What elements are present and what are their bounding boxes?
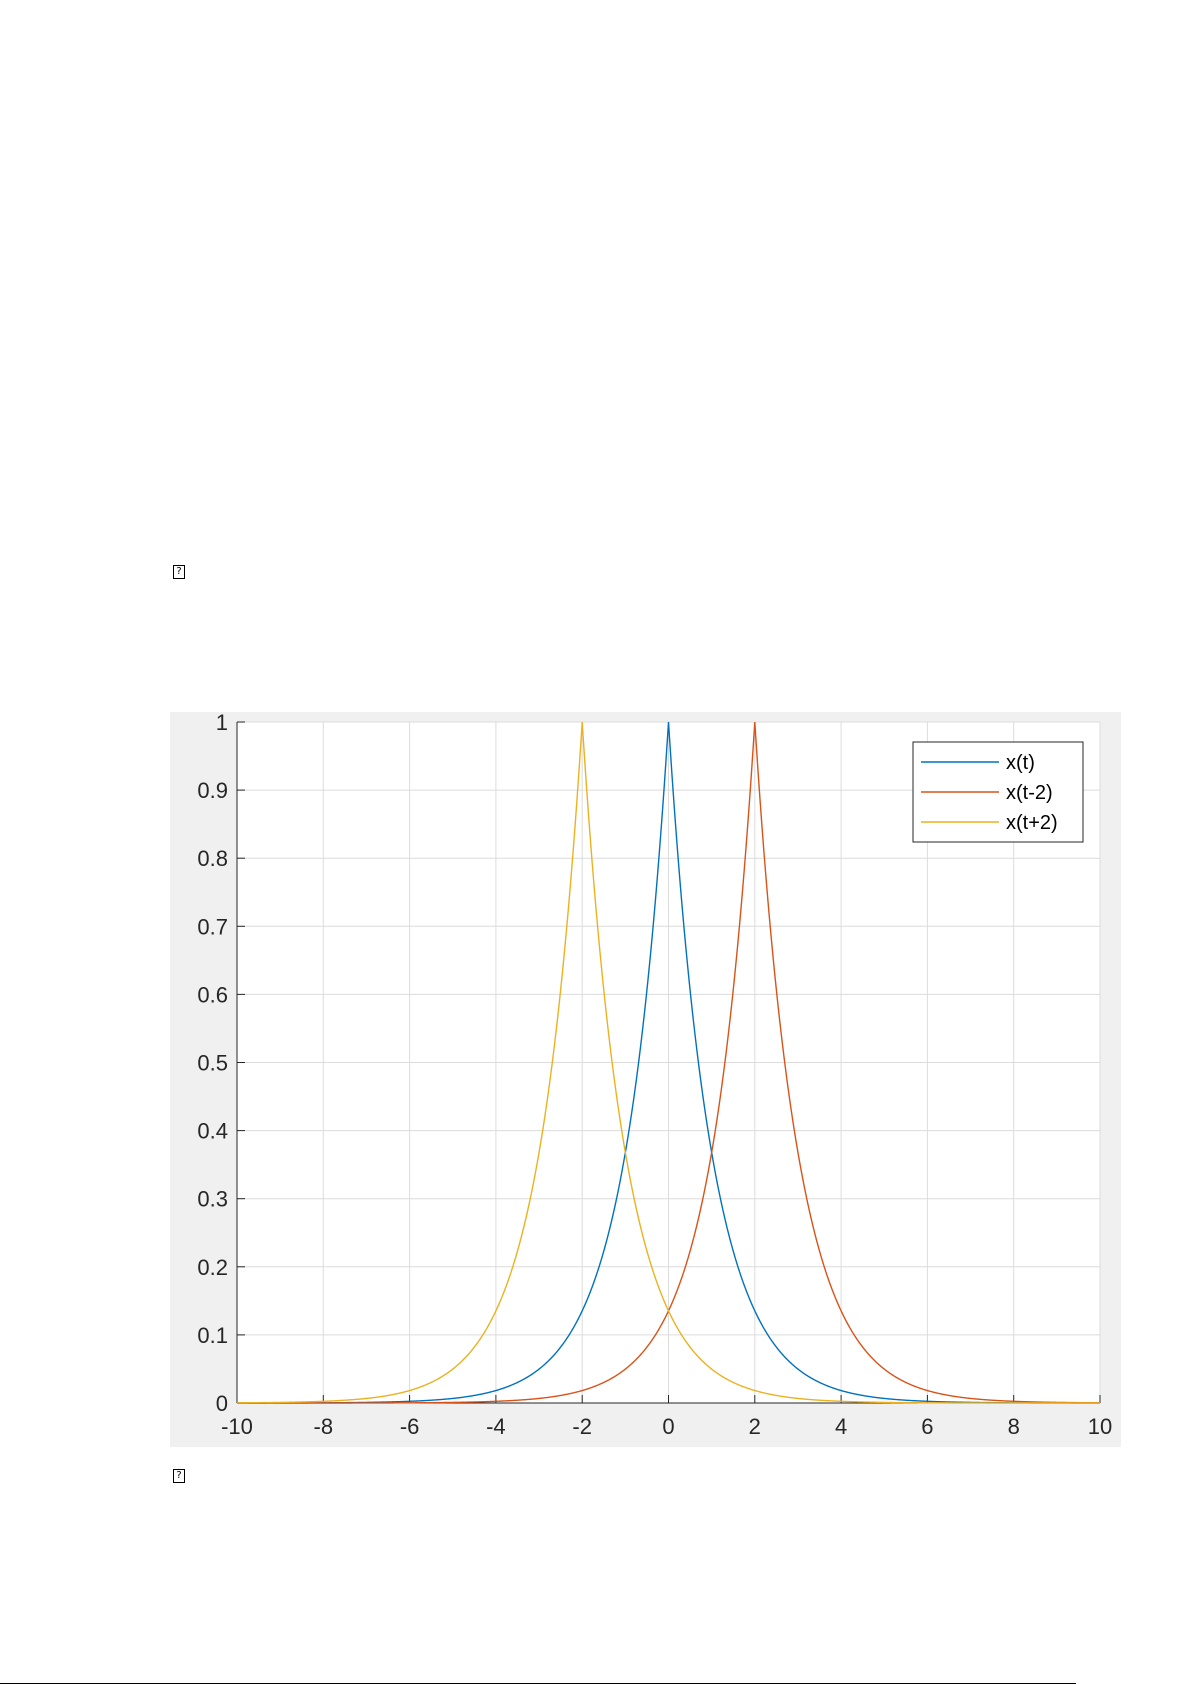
- x-tick-label: 0: [662, 1414, 674, 1439]
- y-tick-label: 0.3: [197, 1187, 228, 1212]
- y-tick-label: 0: [216, 1391, 228, 1416]
- y-tick-label: 0.1: [197, 1323, 228, 1348]
- series-line: [236, 721, 1100, 1404]
- x-tick-label: 4: [835, 1414, 847, 1439]
- y-tick-label: 0.9: [197, 778, 228, 803]
- legend-label: x(t): [1006, 752, 1035, 774]
- y-tick-label: 0.2: [197, 1255, 228, 1280]
- footer-rule: [0, 1683, 1076, 1684]
- x-tick-label: 6: [921, 1414, 933, 1439]
- y-tick-label: 0.7: [197, 914, 228, 939]
- x-tick-label: -6: [400, 1414, 420, 1439]
- y-tick-label: 0.8: [197, 846, 228, 871]
- legend-label: x(t+2): [1006, 812, 1058, 834]
- series-line: [237, 721, 1100, 1404]
- missing-image-placeholder-icon: ?: [173, 565, 185, 579]
- x-tick-label: 2: [749, 1414, 761, 1439]
- line-chart: -10 -8 -6 -4 -2 0 2 4 6 8 10 0 0.1 0.2 0.3 0.4 0.5 0.6 0.7…: [197, 712, 1112, 1439]
- y-tick-label: 1: [216, 712, 228, 735]
- y-tick-label: 0.4: [197, 1119, 228, 1144]
- legend-label: x(t-2): [1006, 782, 1053, 804]
- x-tick-label: -2: [572, 1414, 592, 1439]
- y-tick-label: 0.5: [197, 1051, 228, 1076]
- x-tick-label: 10: [1088, 1414, 1112, 1439]
- x-tick-label: -4: [486, 1414, 506, 1439]
- x-tick-label: -8: [314, 1414, 334, 1439]
- y-tick-label: 0.6: [197, 982, 228, 1007]
- x-tick-label: -10: [221, 1414, 253, 1439]
- chart-figure: -10 -8 -6 -4 -2 0 2 4 6 8 10 0 0.1 0.2 0.3 0.4 0.5 0.6 0.7…: [170, 712, 1121, 1447]
- x-tick-label: 8: [1008, 1414, 1020, 1439]
- missing-image-placeholder-icon: ?: [173, 1469, 185, 1483]
